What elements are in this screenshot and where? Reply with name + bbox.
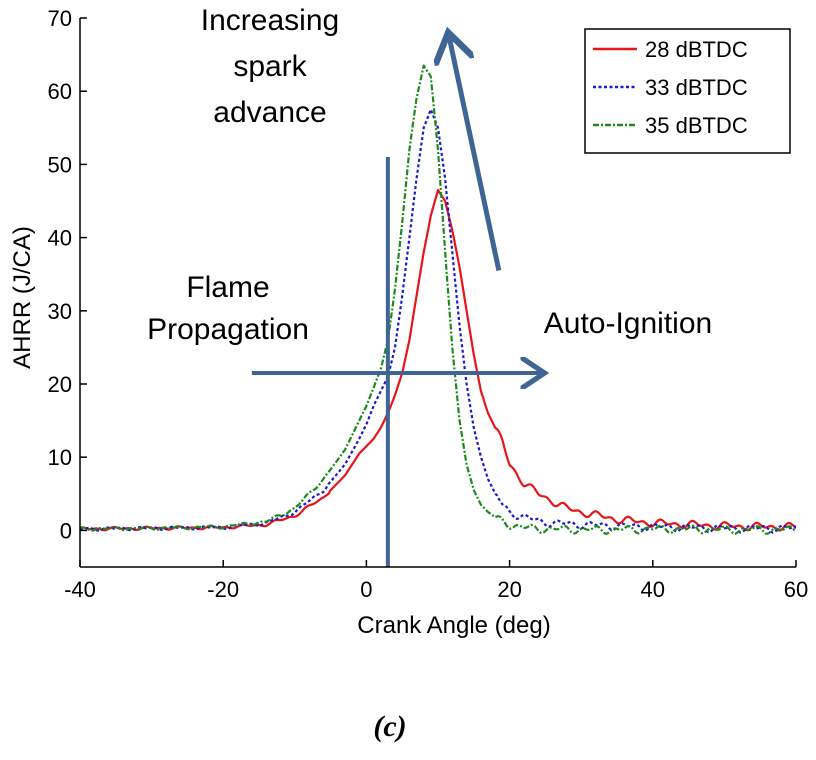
series-line-28-dbtdc xyxy=(80,188,796,532)
y-tick-label: 0 xyxy=(60,518,72,543)
annotations-layer: Increasing spark advance Flame Propagation Au… xyxy=(147,4,712,567)
x-tick-label: -20 xyxy=(207,577,239,602)
annotation-spark-advance: advance xyxy=(213,96,326,129)
y-tick-label: 20 xyxy=(48,372,72,397)
x-tick-label: 0 xyxy=(360,577,372,602)
legend-entry: 33 dBTDC xyxy=(645,75,748,100)
annotation-flame-propagation: Propagation xyxy=(147,313,309,346)
y-tick-label: 40 xyxy=(48,226,72,251)
figure-caption: (c) xyxy=(373,710,407,743)
x-tick-label: 20 xyxy=(497,577,521,602)
x-tick-label: 60 xyxy=(784,577,808,602)
x-tick-label: 40 xyxy=(641,577,665,602)
legend: 28 dBTDC 33 dBTDC 35 dBTDC xyxy=(584,28,791,154)
y-tick-label: 50 xyxy=(48,152,72,177)
x-tick-label: -40 xyxy=(64,577,96,602)
y-tick-label: 70 xyxy=(48,6,72,31)
series-group xyxy=(80,64,796,535)
y-tick-label: 10 xyxy=(48,445,72,470)
y-tick-label: 60 xyxy=(48,79,72,104)
y-axis-title: AHRR (J/CA) xyxy=(9,226,36,369)
annotation-auto-ignition: Auto-Ignition xyxy=(544,307,712,340)
axes-layer: Crank Angle (deg) AHRR (J/CA) -40 -20 0 20 4… xyxy=(9,6,808,639)
annotation-spark-advance: Increasing xyxy=(201,4,339,37)
y-tick-label: 30 xyxy=(48,299,72,324)
annotation-flame-propagation: Flame xyxy=(186,271,269,304)
annotation-spark-advance: spark xyxy=(233,50,307,83)
legend-entry: 28 dBTDC xyxy=(645,37,748,62)
legend-entry: 35 dBTDC xyxy=(645,113,748,138)
x-axis-title: Crank Angle (deg) xyxy=(357,612,550,639)
series-line-35-dbtdc xyxy=(80,64,796,535)
diagonal-arrow xyxy=(449,35,502,272)
plot-area xyxy=(80,64,796,535)
chart: Increasing spark advance Flame Propagation Au… xyxy=(9,4,808,639)
